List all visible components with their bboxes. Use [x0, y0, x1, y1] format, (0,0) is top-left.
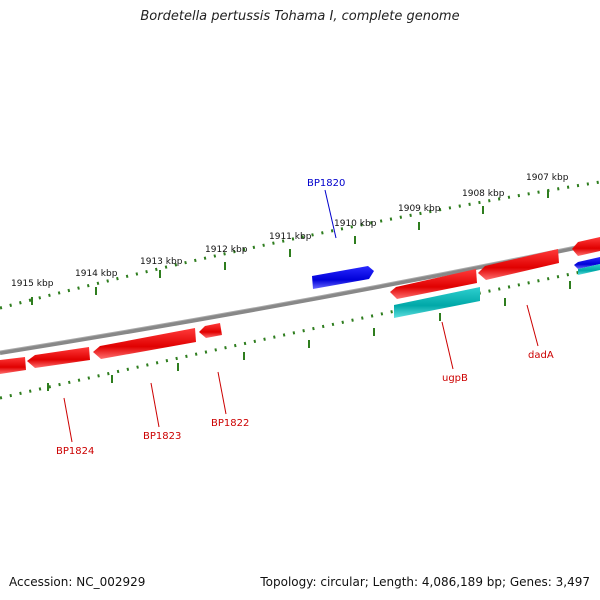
label-ugpb[interactable]: ugpB [442, 373, 468, 384]
leader-bp1820 [324, 189, 337, 239]
kbp-label-1912: 1912 kbp [205, 245, 248, 255]
kbp-label-1909: 1909 kbp [398, 204, 441, 214]
leader-bp1822 [217, 371, 227, 415]
map-title: Bordetella pertussis Tohama I, complete … [140, 9, 460, 24]
gene-ugpb[interactable] [394, 287, 480, 318]
gene-dada[interactable] [478, 249, 559, 280]
kbp-label-1915: 1915 kbp [11, 279, 54, 289]
gene-bp1823[interactable] [93, 328, 196, 359]
gene-right-edge-cyan[interactable] [578, 264, 600, 275]
leader-bp1823 [150, 382, 160, 428]
label-bp1822[interactable]: BP1822 [211, 418, 249, 429]
outer-tick-ring [0, 180, 600, 310]
genome-summary-text: Topology: circular; Length: 4,086,189 bp… [260, 575, 590, 589]
gene-left-edge[interactable] [0, 357, 26, 374]
leader-bp1824 [63, 397, 73, 443]
kbp-label-1914: 1914 kbp [75, 269, 118, 279]
gene-ugpb-red[interactable] [390, 269, 477, 299]
label-bp1824[interactable]: BP1824 [56, 446, 94, 457]
kbp-label-1911: 1911 kbp [269, 232, 312, 242]
outer-major-ticks [31, 190, 549, 305]
gene-bp1822[interactable] [199, 323, 222, 338]
inner-tick-ring [0, 266, 600, 400]
gene-right-edge-blue[interactable] [574, 257, 600, 269]
gene-right-edge-red[interactable] [572, 237, 600, 256]
accession-text: Accession: NC_002929 [9, 575, 146, 589]
gene-bp1824[interactable] [27, 347, 90, 368]
leader-ugpb [441, 321, 454, 370]
kbp-label-1907: 1907 kbp [526, 173, 569, 183]
gene-bp1820[interactable] [312, 266, 374, 289]
label-bp1823[interactable]: BP1823 [143, 431, 181, 442]
kbp-label-1908: 1908 kbp [462, 189, 505, 199]
leader-dada [526, 304, 539, 347]
label-bp1820[interactable]: BP1820 [307, 178, 345, 189]
kbp-label-1913: 1913 kbp [140, 257, 183, 267]
inner-major-ticks [47, 281, 571, 391]
label-dada[interactable]: dadA [528, 350, 554, 361]
kbp-label-1910: 1910 kbp [334, 219, 377, 229]
